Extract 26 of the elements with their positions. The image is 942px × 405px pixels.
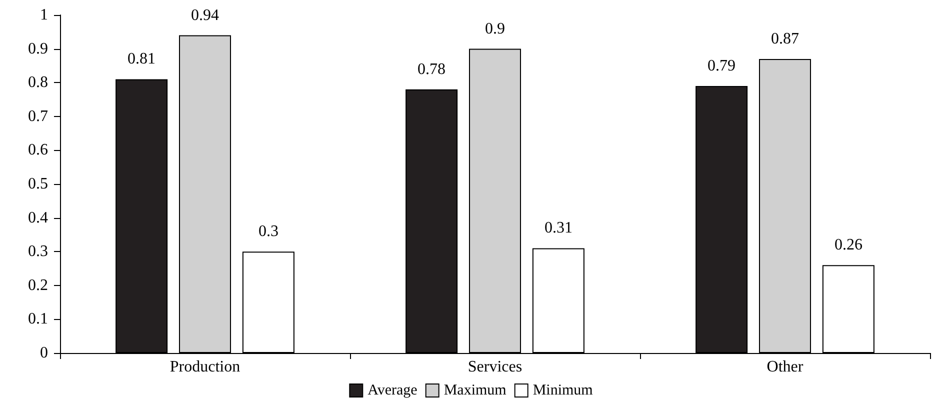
y-tick-label: 0.7 [28, 108, 48, 125]
data-label: 0.9 [485, 20, 505, 38]
y-tick-label: 0.5 [28, 176, 48, 192]
data-label: 0.3 [258, 223, 278, 240]
legend-label: Maximum [444, 382, 507, 398]
y-tick-label: 0.8 [28, 74, 48, 92]
x-tick-label: Other [766, 358, 804, 376]
y-tick-label: 1 [40, 6, 48, 24]
y-tick-label: 0.9 [28, 40, 48, 58]
data-label: 0.79 [708, 57, 736, 74]
legend-label: Minimum [532, 382, 594, 398]
data-label: 0.26 [834, 236, 862, 254]
y-tick-label: 0.6 [28, 142, 48, 159]
legend-label: Average [368, 382, 418, 398]
y-tick-label: 0.2 [28, 276, 48, 294]
data-label: 0.87 [771, 30, 799, 48]
data-label: 0.78 [418, 60, 446, 78]
x-tick-label: Services [468, 358, 522, 376]
data-label: 0.94 [191, 6, 219, 24]
y-tick-label: 0.1 [28, 310, 48, 328]
data-label: 0.81 [128, 50, 156, 68]
x-tick-label: Production [170, 358, 240, 376]
y-tick-label: 0 [40, 344, 48, 362]
y-tick-label: 0.3 [28, 243, 48, 260]
data-label: 0.31 [544, 220, 572, 237]
y-tick-label: 0.4 [28, 209, 48, 226]
